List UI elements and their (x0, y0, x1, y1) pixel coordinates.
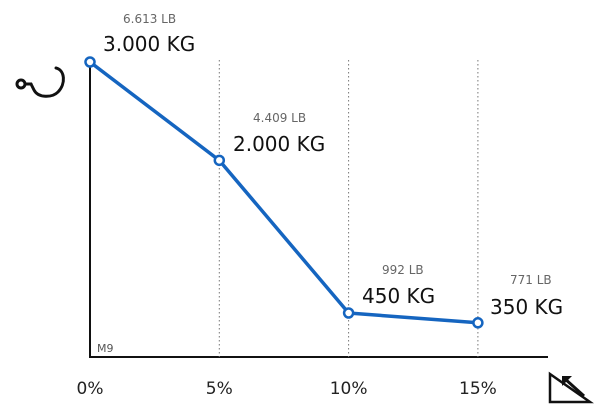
slope-angle-icon (548, 371, 594, 404)
kg-label: 350 KG (490, 295, 563, 319)
data-point (213, 154, 226, 167)
data-point (472, 317, 484, 329)
grid-lines (218, 60, 479, 357)
x-tick-label: 5% (206, 379, 233, 399)
kg-label: 450 KG (362, 284, 435, 308)
lb-label: 771 LB (510, 273, 552, 287)
kg-label: 3.000 KG (103, 32, 195, 56)
lb-label: 992 LB (382, 263, 424, 277)
data-points (84, 56, 484, 329)
x-tick-label: 10% (330, 379, 368, 399)
lb-label: 6.613 LB (123, 12, 176, 26)
model-label: M9 (97, 342, 114, 355)
hook-icon (15, 66, 65, 98)
data-point (84, 56, 96, 68)
kg-label: 2.000 KG (233, 132, 325, 156)
x-tick-label: 15% (459, 379, 497, 399)
x-tick-labels: 0% 5% 10% 15% (77, 379, 497, 399)
lb-label: 4.409 LB (253, 111, 306, 125)
data-labels: 6.613 LB 3.000 KG 4.409 LB 2.000 KG 992 LB 45… (103, 12, 563, 319)
series-line (88, 60, 479, 325)
x-tick-label: 0% (77, 379, 104, 399)
data-point (342, 307, 355, 319)
